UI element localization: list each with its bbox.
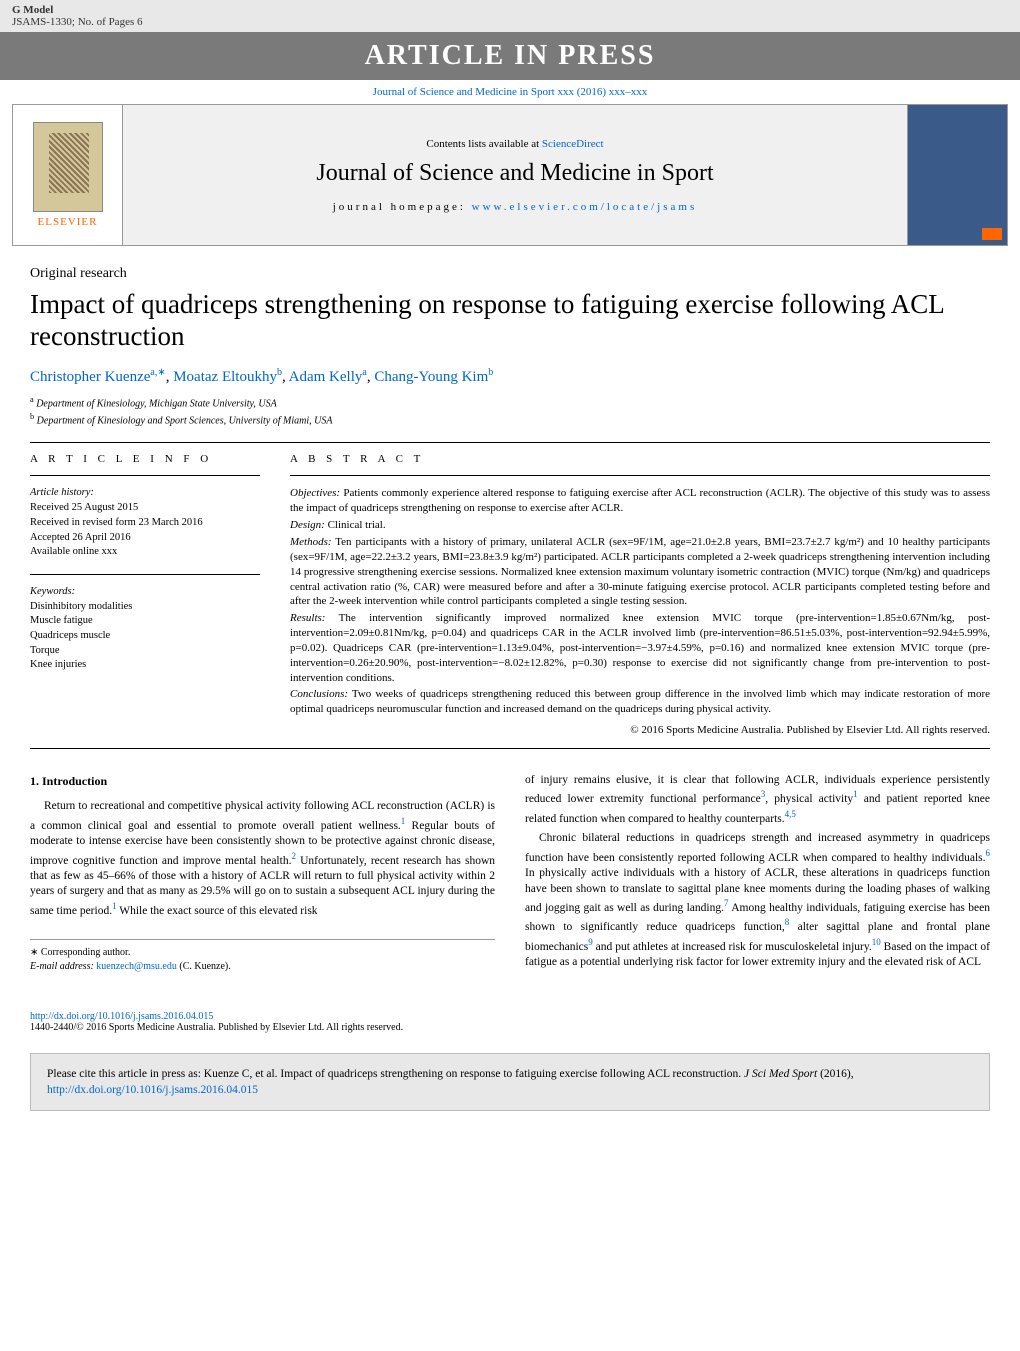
ref-4-5[interactable]: 4,5 [785, 809, 796, 819]
affiliations: a Department of Kinesiology, Michigan St… [30, 394, 990, 429]
cite-doi-link[interactable]: http://dx.doi.org/10.1016/j.jsams.2016.0… [47, 1084, 258, 1096]
intro-heading: 1. Introduction [30, 773, 495, 789]
author-4[interactable]: Chang-Young Kim [374, 369, 488, 385]
article-info-column: A R T I C L E I N F O Article history: R… [30, 453, 260, 738]
author-4-affil: b [488, 367, 493, 378]
author-3-affil: a [362, 367, 366, 378]
info-abstract-row: A R T I C L E I N F O Article history: R… [30, 453, 990, 738]
divider-abstract [290, 475, 990, 476]
intro-para-1: Return to recreational and competitive p… [30, 799, 495, 919]
contents-text: Contents lists available at [426, 138, 541, 150]
keyword-1: Disinhibitory modalities [30, 600, 260, 615]
journal-reference-line: Journal of Science and Medicine in Sport… [0, 80, 1020, 104]
journal-ref-link[interactable]: Journal of Science and Medicine in Sport… [373, 86, 648, 98]
methods-label: Methods: [290, 536, 332, 548]
methods-text: Ten participants with a history of prima… [290, 536, 990, 607]
email-link[interactable]: kuenzech@msu.edu [96, 961, 177, 972]
divider-kw [30, 574, 260, 575]
design-text: Clinical trial. [325, 519, 386, 531]
homepage-line: journal homepage: www.elsevier.com/locat… [133, 201, 897, 213]
article-type: Original research [30, 266, 990, 282]
author-2-affil: b [277, 367, 282, 378]
results-label: Results: [290, 612, 325, 624]
doi-block: http://dx.doi.org/10.1016/j.jsams.2016.0… [0, 1011, 1020, 1033]
email-label: E-mail address: [30, 961, 96, 972]
email-suffix: (C. Kuenze). [177, 961, 231, 972]
journal-center-block: Contents lists available at ScienceDirec… [123, 128, 907, 223]
ref-10[interactable]: 10 [872, 937, 881, 947]
email-line: E-mail address: kuenzech@msu.edu (C. Kue… [30, 960, 495, 974]
results-text: The intervention significantly improved … [290, 612, 990, 683]
abstract-header: A B S T R A C T [290, 453, 990, 465]
issn-copyright: 1440-2440/© 2016 Sports Medicine Austral… [30, 1022, 990, 1033]
gmodel-header: G Model JSAMS-1330; No. of Pages 6 [0, 0, 1020, 32]
ref-6[interactable]: 6 [986, 848, 991, 858]
divider-bottom [30, 748, 990, 749]
keyword-3: Quadriceps muscle [30, 629, 260, 644]
keyword-5: Knee injuries [30, 658, 260, 673]
abstract-copyright: © 2016 Sports Medicine Australia. Publis… [290, 723, 990, 738]
keywords-block: Keywords: Disinhibitory modalities Muscl… [30, 585, 260, 673]
author-1-affil: a,∗ [150, 367, 165, 378]
article-history-block: Article history: Received 25 August 2015… [30, 486, 260, 559]
intro-col-right: of injury remains elusive, it is clear t… [525, 773, 990, 975]
intro-para-3: Chronic bilateral reductions in quadrice… [525, 831, 990, 970]
conclusions-label: Conclusions: [290, 688, 348, 700]
revised-date: Received in revised form 23 March 2016 [30, 516, 260, 531]
intro-para-2: of injury remains elusive, it is clear t… [525, 773, 990, 827]
elsevier-label: ELSEVIER [38, 216, 98, 228]
jsams-ref: JSAMS-1330; No. of Pages 6 [12, 16, 1008, 28]
authors-line: Christopher Kuenzea,∗, Moataz Eltoukhyb,… [30, 367, 990, 386]
sciencedirect-link[interactable]: ScienceDirect [542, 138, 604, 150]
elsevier-logo-box: ELSEVIER [13, 105, 123, 245]
keyword-2: Muscle fatigue [30, 614, 260, 629]
article-in-press-banner: ARTICLE IN PRESS [0, 32, 1020, 80]
design-label: Design: [290, 519, 325, 531]
article-info-header: A R T I C L E I N F O [30, 453, 260, 465]
keywords-label: Keywords: [30, 585, 260, 600]
homepage-label: journal homepage: [333, 201, 472, 213]
cite-text-1: Please cite this article in press as: Ku… [47, 1068, 744, 1080]
keyword-4: Torque [30, 644, 260, 659]
journal-title: Journal of Science and Medicine in Sport [133, 160, 897, 187]
gmodel-label: G Model [12, 4, 1008, 16]
divider-top [30, 442, 990, 443]
abstract-column: A B S T R A C T Objectives: Patients com… [290, 453, 990, 738]
footnote-block: ∗ Corresponding author. E-mail address: … [30, 939, 495, 973]
abstract-text: Objectives: Patients commonly experience… [290, 486, 990, 738]
history-label: Article history: [30, 486, 260, 501]
doi-link[interactable]: http://dx.doi.org/10.1016/j.jsams.2016.0… [30, 1011, 213, 1022]
contents-line: Contents lists available at ScienceDirec… [133, 138, 897, 150]
conclusions-text: Two weeks of quadriceps strengthening re… [290, 688, 990, 715]
author-3[interactable]: Adam Kelly [289, 369, 363, 385]
homepage-link[interactable]: www.elsevier.com/locate/jsams [472, 201, 698, 213]
cite-box: Please cite this article in press as: Ku… [30, 1053, 990, 1111]
intro-col-left: 1. Introduction Return to recreational a… [30, 773, 495, 975]
accepted-date: Accepted 26 April 2016 [30, 531, 260, 546]
elsevier-tree-icon [33, 122, 103, 212]
cite-text-2: (2016), [817, 1068, 853, 1080]
author-2[interactable]: Moataz Eltoukhy [173, 369, 277, 385]
journal-cover-thumbnail [907, 105, 1007, 245]
author-1[interactable]: Christopher Kuenze [30, 369, 150, 385]
objectives-text: Patients commonly experience altered res… [290, 487, 990, 514]
intro-columns: 1. Introduction Return to recreational a… [30, 773, 990, 975]
affiliation-b: b Department of Kinesiology and Sport Sc… [30, 411, 990, 428]
corresponding-author: ∗ Corresponding author. [30, 946, 495, 960]
online-date: Available online xxx [30, 545, 260, 560]
article-title: Impact of quadriceps strengthening on re… [30, 288, 990, 353]
journal-header-box: ELSEVIER Contents lists available at Sci… [12, 104, 1008, 246]
objectives-label: Objectives: [290, 487, 340, 499]
cite-journal: J Sci Med Sport [744, 1068, 817, 1080]
divider-info [30, 475, 260, 476]
content-area: Original research Impact of quadriceps s… [0, 246, 1020, 995]
affiliation-a: a Department of Kinesiology, Michigan St… [30, 394, 990, 411]
received-date: Received 25 August 2015 [30, 501, 260, 516]
